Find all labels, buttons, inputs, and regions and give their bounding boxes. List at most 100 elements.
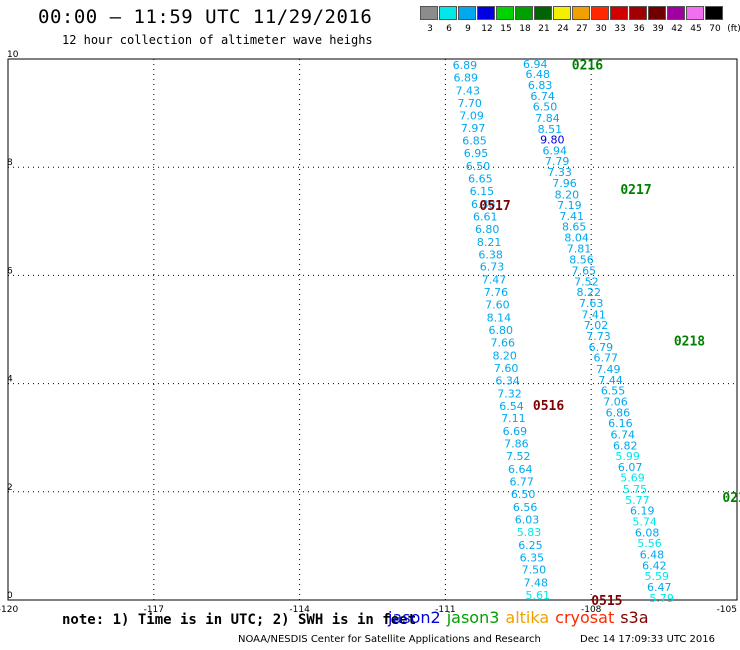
swh-value: 7.97	[461, 122, 486, 135]
swh-value: 8.20	[492, 349, 517, 362]
scale-label: 9	[465, 24, 471, 34]
swh-value: 7.96	[552, 177, 577, 190]
scale-label: 33	[614, 24, 626, 34]
swh-value: 5.79	[649, 592, 674, 605]
swh-value: 6.79	[589, 341, 614, 354]
swh-value: 6.42	[642, 559, 667, 572]
swh-value: 8.20	[555, 188, 580, 201]
legend-item: jason3	[446, 608, 500, 627]
swh-value: 5.99	[615, 450, 640, 463]
swh-value: 7.60	[485, 299, 510, 312]
swh-value: 7.63	[579, 297, 604, 310]
lon-tick-label: -114	[289, 605, 310, 615]
swh-value: 6.89	[453, 59, 478, 72]
swh-value: 7.49	[596, 363, 621, 376]
legend-item: s3a	[620, 608, 649, 627]
footer-note: note: 1) Time is in UTC; 2) SWH is in fe…	[62, 612, 417, 628]
lat-tick-label: 8	[7, 158, 13, 168]
swh-value: 6.50	[511, 488, 536, 501]
lat-tick-label: 2	[7, 483, 13, 493]
swh-value: 8.04	[564, 232, 589, 245]
scale-swatch	[420, 6, 438, 20]
lon-tick-label: -108	[581, 605, 602, 615]
swh-value: 6.08	[635, 526, 660, 539]
pass-label: 0218	[674, 334, 705, 349]
swh-value: 6.48	[525, 68, 550, 81]
swh-value: 6.16	[608, 417, 633, 430]
swh-value: 7.84	[535, 112, 560, 125]
swh-value: 6.95	[464, 147, 489, 160]
scale-swatch	[553, 6, 571, 20]
swh-value: 6.38	[471, 198, 496, 211]
swh-value: 6.55	[601, 385, 626, 398]
swh-value: 5.61	[525, 589, 550, 602]
swh-value: 7.44	[598, 374, 623, 387]
swh-value: 6.80	[489, 324, 514, 337]
swh-value: 6.35	[520, 551, 545, 564]
swh-value: 7.52	[506, 450, 531, 463]
swh-value: 5.59	[645, 570, 670, 583]
swh-value: 5.75	[623, 483, 648, 496]
swh-value: 6.85	[462, 135, 487, 148]
swh-value: 6.86	[606, 406, 631, 419]
swh-value: 6.61	[473, 210, 498, 223]
pass-label: 0219	[722, 491, 740, 506]
swh-value: 6.80	[475, 223, 500, 236]
swh-value: 7.33	[547, 166, 572, 179]
swh-value: 5.69	[620, 472, 645, 485]
swh-value: 7.66	[490, 336, 515, 349]
swh-value: 8.56	[569, 254, 594, 267]
scale-swatch	[572, 6, 590, 20]
pass-label: 0516	[533, 399, 564, 414]
lon-tick-label: -111	[435, 605, 455, 615]
legend-item: altika	[505, 608, 550, 627]
legend-item: jason2	[388, 608, 441, 627]
swh-value: 8.51	[538, 123, 563, 136]
scale-swatch	[496, 6, 514, 20]
swh-value: 6.38	[478, 248, 503, 261]
swh-value: 7.73	[586, 330, 611, 343]
swh-value: 8.65	[562, 221, 587, 234]
swh-value: 6.56	[513, 501, 538, 514]
swh-value: 6.77	[509, 476, 534, 489]
swh-value: 7.11	[501, 412, 526, 425]
map-frame	[7, 58, 738, 601]
scale-swatch	[610, 6, 628, 20]
scale-label: 70	[709, 24, 721, 34]
scale-swatch	[686, 6, 704, 20]
swh-value: 7.50	[522, 564, 547, 577]
swh-value: 6.07	[618, 461, 643, 474]
swh-value: 7.32	[497, 387, 522, 400]
scale-swatch	[591, 6, 609, 20]
swh-value: 7.19	[557, 199, 582, 212]
scale-label: 24	[557, 24, 569, 34]
scale-label: 27	[576, 24, 588, 34]
page-subtitle: 12 hour collection of altimeter wave hei…	[62, 33, 373, 47]
swh-value: 6.94	[523, 58, 548, 71]
swh-value: 7.79	[545, 155, 570, 168]
swh-value: 5.83	[517, 526, 542, 539]
scale-swatch	[439, 6, 457, 20]
swh-value: 7.41	[581, 308, 606, 321]
scale-swatch	[515, 6, 533, 20]
swh-value: 7.02	[584, 319, 609, 332]
satellite-legend: jason2 jason3 altika cryosat s3a	[388, 608, 655, 627]
swh-value: 5.74	[632, 516, 657, 529]
lat-tick-label: 6	[7, 266, 13, 276]
swh-value: 6.34	[495, 374, 520, 387]
scale-label: 6	[446, 24, 452, 34]
scale-label: 42	[671, 24, 683, 34]
swh-value: 6.77	[594, 352, 619, 365]
swh-value: 7.60	[494, 362, 519, 375]
scale-swatch	[648, 6, 666, 20]
lat-tick-label: 10	[7, 50, 19, 60]
swh-value: 8.14	[487, 312, 512, 325]
swh-value: 6.83	[528, 79, 553, 92]
swh-value: 7.48	[524, 577, 549, 590]
swh-value: 7.47	[482, 274, 507, 287]
swh-value: 6.73	[480, 261, 505, 274]
swh-value: 7.65	[572, 265, 597, 278]
scale-swatch	[705, 6, 723, 20]
swh-value: 6.15	[470, 185, 495, 198]
